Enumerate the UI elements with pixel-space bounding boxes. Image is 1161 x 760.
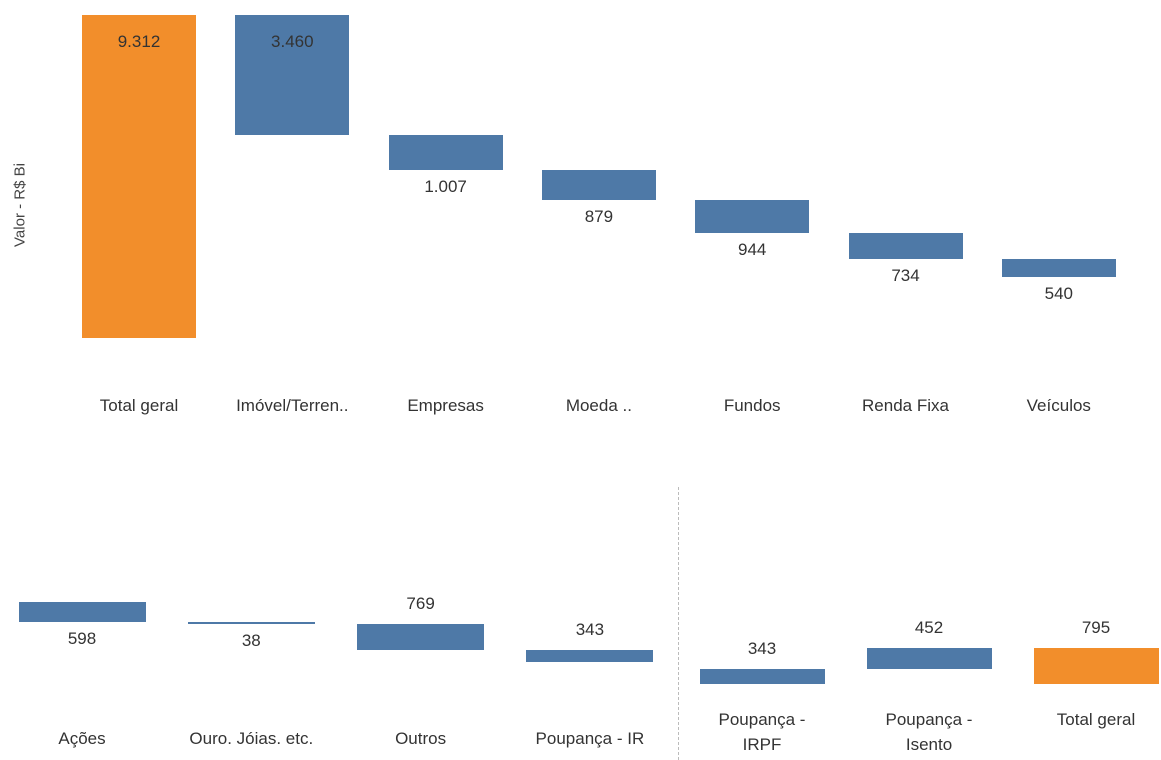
value-label: 1.007 [424,176,467,196]
bar [526,650,654,662]
y-axis-title: Valor - R$ Bi [11,163,29,247]
value-label: 343 [575,620,605,640]
category-label: Renda Fixa [862,396,949,415]
bar [541,169,656,201]
value-label: 3.460 [271,32,314,51]
value-label: 734 [891,265,920,285]
category-label: Ações [58,729,106,748]
bar [235,15,350,135]
bar [866,648,992,669]
category-label: Veículos [1026,396,1091,415]
category-label: Moeda .. [565,396,632,415]
value-label: 343 [747,638,777,658]
value-label: 944 [738,240,767,260]
bar [1033,648,1159,684]
value-label: 598 [67,629,97,649]
value-label: 38 [241,630,261,650]
category-label: Fundos [723,396,781,415]
bar [848,233,963,259]
bar [357,623,485,651]
value-label: 452 [914,618,944,638]
pane-divider [678,487,679,760]
value-label: 9.312 [117,32,161,51]
category-label: Poupança - IRPF [718,710,806,754]
bar [388,135,503,170]
bar [18,601,146,623]
category-label: Imóvel/Terren.. [236,396,349,415]
bar [699,668,825,684]
value-label: 769 [406,593,435,613]
category-label: Poupança - Isento [885,710,973,754]
value-label: 540 [1044,284,1073,304]
category-label: Poupança - IR [535,729,645,748]
value-label: 879 [584,207,614,227]
bar [695,200,810,234]
bar [82,15,196,338]
category-label: Ouro. Jóias. etc. [189,729,314,748]
value-label: 795 [1081,618,1111,638]
bar [187,622,315,624]
category-label: Total geral [1056,710,1136,729]
category-label: Total geral [99,396,179,415]
bar [1001,258,1116,278]
category-label: Empresas [407,396,484,415]
category-label: Outros [395,729,447,748]
